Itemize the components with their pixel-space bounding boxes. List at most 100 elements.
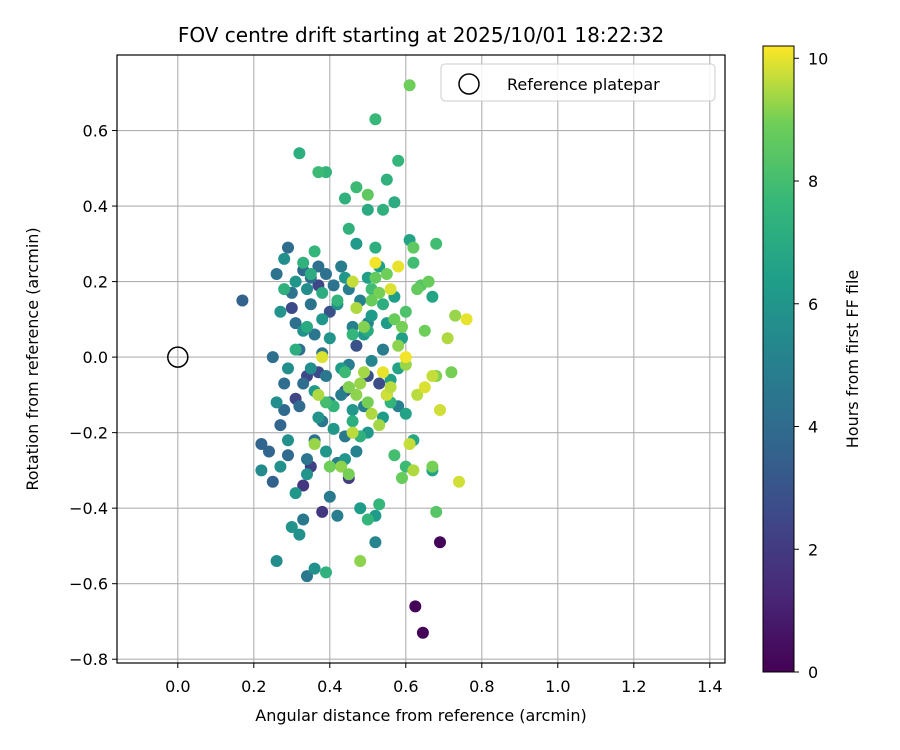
data-point bbox=[430, 237, 443, 250]
data-point bbox=[396, 320, 408, 333]
data-point bbox=[263, 445, 275, 458]
data-point bbox=[331, 294, 344, 307]
data-point bbox=[278, 252, 291, 265]
data-point bbox=[453, 475, 465, 488]
x-tick-label: 0.4 bbox=[317, 677, 342, 696]
data-point bbox=[384, 283, 397, 296]
x-tick-label: 1.0 bbox=[545, 677, 570, 696]
legend: Reference platepar bbox=[440, 63, 716, 102]
data-point bbox=[274, 419, 287, 432]
data-point bbox=[266, 475, 279, 488]
data-point bbox=[308, 438, 321, 450]
x-tick-label: 0.2 bbox=[241, 677, 266, 696]
x-tick-label: 0.8 bbox=[469, 677, 494, 696]
data-point bbox=[304, 268, 317, 280]
data-point bbox=[320, 445, 332, 458]
data-point bbox=[361, 188, 374, 201]
data-point bbox=[373, 377, 386, 390]
data-point bbox=[365, 294, 378, 307]
data-point bbox=[377, 203, 389, 216]
y-axis-label: Rotation from reference (arcmin) bbox=[23, 227, 42, 490]
legend-label: Reference platepar bbox=[507, 75, 660, 94]
data-point bbox=[308, 245, 321, 258]
data-point bbox=[331, 509, 344, 522]
data-point bbox=[407, 464, 420, 477]
data-point bbox=[316, 313, 329, 326]
data-point bbox=[409, 600, 422, 613]
data-point bbox=[293, 147, 306, 160]
y-tick-label: 0.0 bbox=[83, 348, 108, 367]
data-point bbox=[335, 388, 348, 401]
data-point bbox=[342, 468, 355, 481]
data-point bbox=[282, 434, 294, 447]
data-point bbox=[418, 324, 431, 337]
data-point bbox=[354, 555, 367, 567]
data-point bbox=[304, 298, 317, 311]
data-point bbox=[323, 460, 336, 473]
data-point bbox=[361, 203, 374, 216]
data-point bbox=[308, 328, 321, 341]
data-point bbox=[418, 381, 431, 394]
data-point bbox=[301, 468, 313, 481]
plot-frame bbox=[116, 54, 726, 664]
data-point bbox=[407, 256, 420, 269]
data-point bbox=[426, 460, 439, 473]
data-point bbox=[320, 396, 332, 409]
data-point bbox=[434, 536, 446, 549]
data-point bbox=[449, 309, 462, 322]
data-point bbox=[316, 286, 329, 299]
x-tick-label: 0.6 bbox=[393, 677, 418, 696]
data-point bbox=[316, 505, 329, 518]
data-point bbox=[282, 449, 294, 462]
data-point bbox=[365, 354, 378, 367]
data-point bbox=[358, 320, 370, 333]
y-tick-label: −0.6 bbox=[69, 575, 108, 594]
data-point bbox=[407, 241, 420, 254]
data-point bbox=[426, 290, 439, 303]
data-point bbox=[403, 438, 416, 450]
data-point bbox=[361, 396, 374, 409]
data-point bbox=[388, 196, 401, 209]
data-point bbox=[304, 362, 317, 375]
data-point bbox=[312, 411, 325, 424]
y-axis-ticks: −0.8 −0.6 −0.4 −0.2 0.0 0.2 0.4 0.6 bbox=[69, 122, 117, 669]
data-point bbox=[346, 275, 359, 288]
y-tick-label: −0.4 bbox=[69, 499, 108, 518]
data-point bbox=[236, 294, 249, 307]
data-point bbox=[270, 555, 283, 567]
data-point bbox=[282, 241, 294, 254]
y-tick-label: −0.2 bbox=[69, 424, 108, 443]
data-point bbox=[350, 339, 363, 352]
data-point bbox=[301, 570, 313, 583]
data-point bbox=[297, 377, 310, 390]
colorbar-label: Hours from first FF file bbox=[843, 270, 862, 449]
data-point bbox=[441, 332, 454, 345]
data-point bbox=[411, 283, 424, 296]
data-point bbox=[289, 317, 302, 330]
data-point bbox=[422, 275, 435, 288]
data-point bbox=[377, 298, 389, 311]
data-point bbox=[289, 487, 302, 500]
data-point bbox=[255, 464, 268, 477]
data-point bbox=[411, 388, 424, 401]
data-point bbox=[323, 490, 336, 503]
data-point bbox=[266, 351, 279, 364]
data-point bbox=[384, 381, 397, 394]
data-point bbox=[285, 521, 298, 533]
data-point bbox=[396, 472, 408, 484]
data-points bbox=[236, 79, 473, 639]
data-point bbox=[354, 502, 367, 515]
data-point bbox=[312, 388, 325, 401]
data-point bbox=[369, 113, 382, 126]
y-tick-label: 0.4 bbox=[83, 197, 108, 216]
reference-point-marker bbox=[167, 346, 189, 368]
data-point bbox=[335, 460, 348, 473]
colorbar-tick-label: 2 bbox=[808, 540, 818, 559]
data-point bbox=[339, 366, 351, 379]
data-point bbox=[426, 370, 439, 382]
reference-marker bbox=[167, 346, 189, 368]
colorbar-tick-label: 0 bbox=[808, 663, 818, 682]
data-point bbox=[361, 513, 374, 526]
data-point bbox=[434, 404, 446, 416]
data-point bbox=[358, 366, 370, 379]
